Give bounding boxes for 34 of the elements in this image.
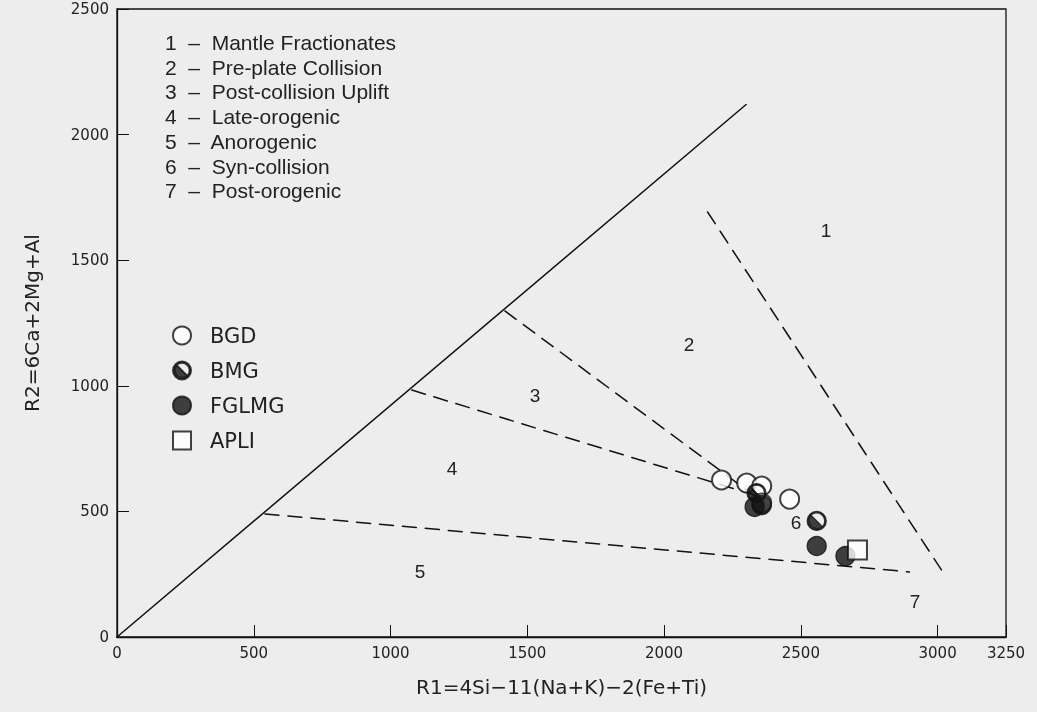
x-tick-label: 1000 [371,643,410,662]
x-tick-label: 3250 [986,643,1026,662]
x-tick-label: 2500 [781,643,820,662]
x-tick-label: 1500 [508,643,547,662]
annotation: 6 [790,511,802,533]
y-tick-label: 500 [80,502,109,521]
x-tick-label: 3000 [918,643,957,662]
legend-label: BGD [210,323,257,348]
annotation: 4 – Late-orogenic [165,105,341,129]
legend-label: FGLMG [210,393,285,418]
y-tick-label: 2500 [70,0,109,18]
annotation: 3 – Post-collision Uplift [165,80,390,104]
y-tick-label: 1000 [70,376,109,395]
annotation: 3 [529,384,541,406]
x-tick-label: 0 [112,643,122,662]
y-axis-title: R2=6Ca+2Mg+Al [20,234,44,412]
y-tick-label: 2000 [70,125,109,144]
legend-label: APLI [210,428,255,453]
annotation: 4 [446,457,458,479]
y-tick-label: 1500 [70,251,109,270]
legend-label: BMG [210,358,259,383]
annotation: 7 [909,590,921,612]
x-tick-label: 500 [239,643,269,662]
annotation: 5 [414,560,426,582]
x-axis-title: R1=4Si−11(Na+K)−2(Fe+Ti) [416,675,707,699]
annotation: 2 – Pre-plate Collision [165,55,383,79]
annotation: 5 – Anorogenic [165,129,317,153]
x-tick-label: 2000 [644,643,684,662]
annotation: 1 – Mantle Fractionates [165,31,397,54]
y-tick-label: 0 [99,628,109,646]
annotation: 6 – Syn-collision [165,154,330,178]
annotation: 2 [683,333,695,355]
annotation: 7 – Post-orogenic [165,179,342,203]
annotation: 1 [820,219,832,241]
